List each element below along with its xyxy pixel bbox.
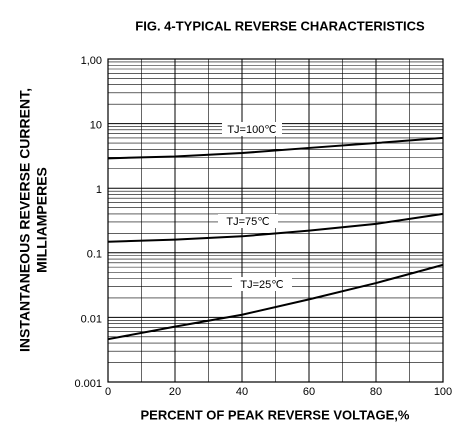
y-tick-label: 0.001 bbox=[74, 378, 102, 390]
series-line bbox=[107, 212, 444, 243]
series-label: TJ=25℃ bbox=[240, 279, 283, 291]
series-label: TJ=75℃ bbox=[226, 216, 269, 228]
series-label: TJ=100℃ bbox=[227, 124, 276, 136]
plot-frame bbox=[107, 58, 444, 383]
series-line bbox=[107, 136, 444, 160]
x-tick-label: 80 bbox=[370, 386, 382, 398]
chart-title: FIG. 4-TYPICAL REVERSE CHARACTERISTICS bbox=[135, 18, 425, 33]
x-tick-label: 100 bbox=[434, 386, 452, 398]
x-axis-label: PERCENT OF PEAK REVERSE VOLTAGE,% bbox=[141, 407, 410, 422]
y-tick-label: 0.1 bbox=[87, 249, 102, 261]
y-axis-label: MILLIAMPERES bbox=[34, 167, 50, 273]
label-box bbox=[232, 277, 292, 291]
y-tick-label: 10 bbox=[90, 120, 102, 132]
x-tick-label: 40 bbox=[236, 386, 248, 398]
x-tick-label: 20 bbox=[169, 386, 181, 398]
y-tick-label: 1 bbox=[96, 184, 102, 196]
y-tick-label: 0.01 bbox=[81, 313, 102, 325]
label-box bbox=[218, 214, 278, 228]
x-tick-label: 60 bbox=[303, 386, 315, 398]
x-tick-label: 0 bbox=[105, 386, 111, 398]
y-tick-label: 1,00 bbox=[81, 55, 102, 67]
label-box bbox=[222, 122, 282, 136]
series-line bbox=[107, 263, 444, 341]
y-axis-label: INSTANTANEOUS REVERSE CURRENT, bbox=[17, 88, 33, 352]
